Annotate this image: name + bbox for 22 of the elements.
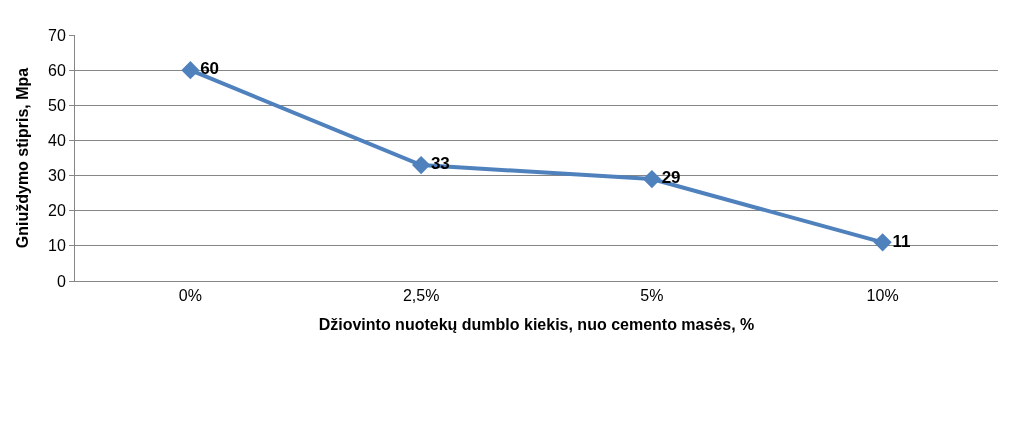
x-tick-label: 2,5% xyxy=(402,287,440,305)
data-label: 29 xyxy=(661,168,681,188)
y-tick-label: 10 xyxy=(48,237,66,255)
y-tick-label: 70 xyxy=(48,26,66,44)
data-label: 11 xyxy=(892,231,911,251)
point xyxy=(412,155,431,175)
x-tick-label: 0% xyxy=(178,287,202,305)
y-tick-label: 0 xyxy=(56,272,66,290)
point xyxy=(642,169,661,189)
x-tick-label: 5% xyxy=(640,287,664,305)
y-tick-label: 50 xyxy=(48,96,66,114)
y-tick-label: 40 xyxy=(48,132,66,150)
data-label: 33 xyxy=(430,154,450,174)
x-tick-label: 10% xyxy=(866,287,899,305)
y-axis-title: Gniuždymo stipris, Mpa xyxy=(13,67,31,249)
y-tick-label: 30 xyxy=(48,167,66,185)
y-tick-label: 60 xyxy=(48,61,66,79)
point xyxy=(181,61,200,80)
data-label: 60 xyxy=(200,59,220,79)
y-tick-label: 20 xyxy=(48,202,66,220)
x-axis-title: Džiovinto nuotekų dumblo kiekis, nuo cemento masės, % xyxy=(318,315,755,333)
point xyxy=(873,233,892,252)
